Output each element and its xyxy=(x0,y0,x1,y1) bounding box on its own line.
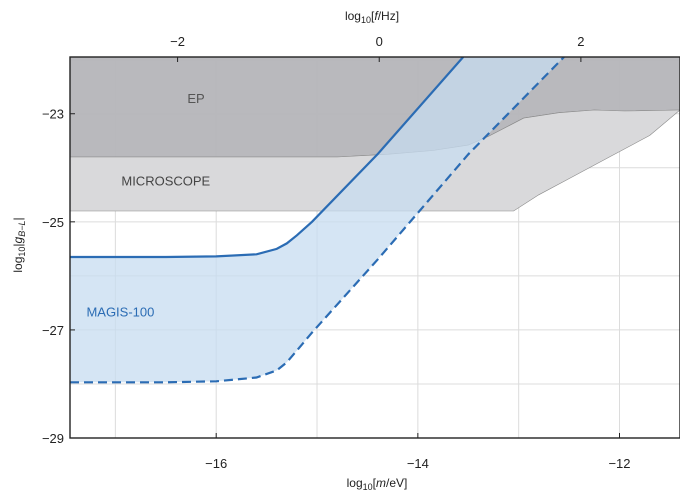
x-tick-label: −16 xyxy=(205,456,227,471)
magis-dashed-line xyxy=(70,57,565,384)
y-axis-title: log10|gB−L| xyxy=(11,217,27,272)
magis-solid-line xyxy=(70,57,465,259)
top-axis-title: log10[f/Hz] xyxy=(345,9,399,25)
plot-area: −16 −14 −12 −23 −25 −27 −29 −2 0 2 EP MICROSCOPE MAG… xyxy=(42,34,680,471)
magis-band xyxy=(70,57,564,383)
top-tick-label: 0 xyxy=(376,34,383,49)
y-tick-label: −25 xyxy=(42,215,64,230)
top-tick-label: 2 xyxy=(577,34,584,49)
region-label-ep: EP xyxy=(187,91,204,106)
x-tick-label: −14 xyxy=(407,456,429,471)
y-tick-label: −27 xyxy=(42,323,64,338)
region-label-microscope: MICROSCOPE xyxy=(121,174,210,189)
top-tick-label: −2 xyxy=(170,34,185,49)
x-tick-label: −12 xyxy=(608,456,630,471)
y-tick-label: −29 xyxy=(42,431,64,446)
x-axis-title: log10[m/eV] xyxy=(347,476,408,492)
plot-frame xyxy=(69,56,680,439)
magis-label: MAGIS-100 xyxy=(86,304,154,319)
y-tick-label: −23 xyxy=(42,107,64,122)
